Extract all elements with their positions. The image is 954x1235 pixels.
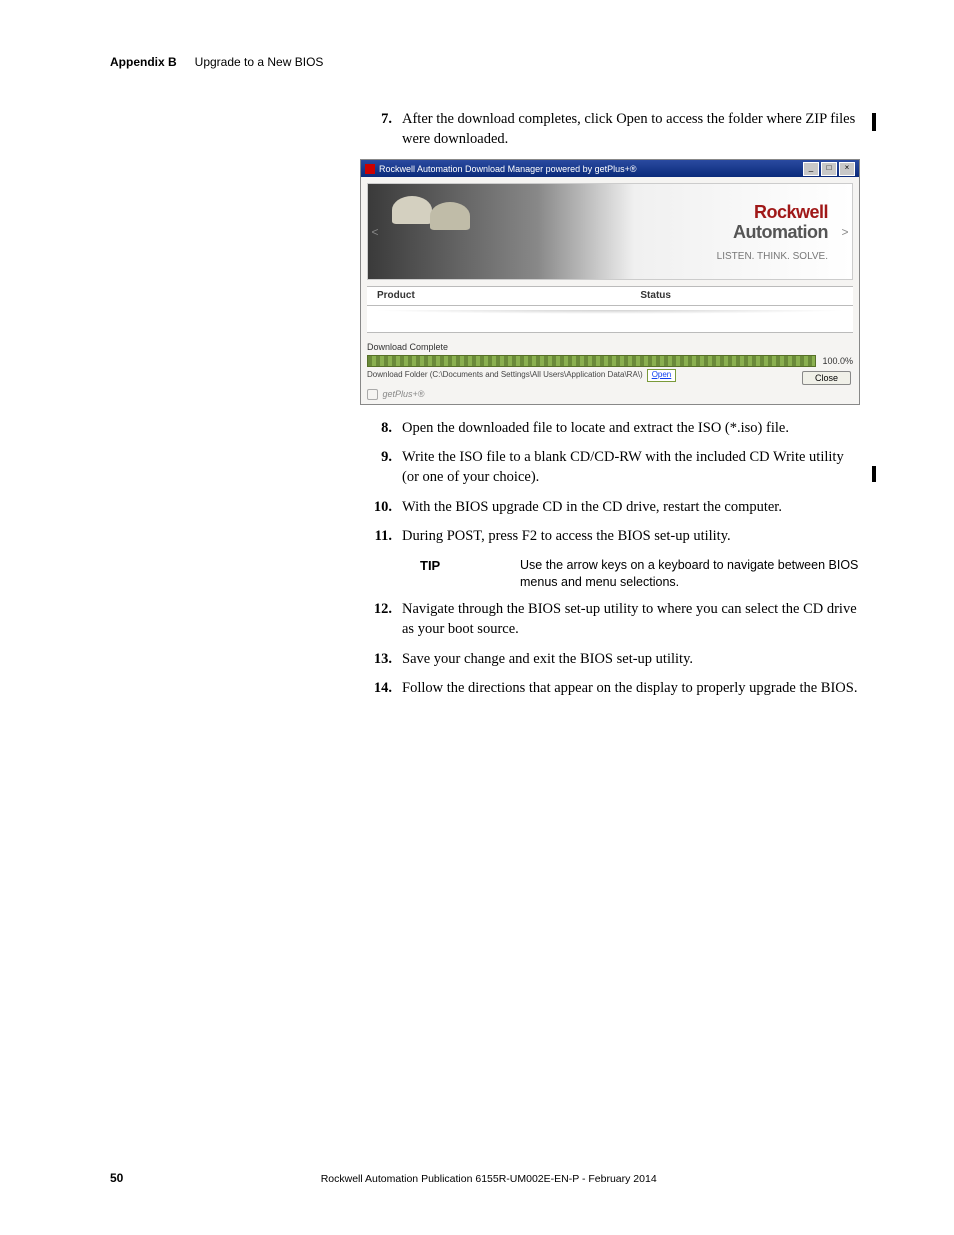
appendix-title: Upgrade to a New BIOS — [195, 55, 324, 69]
step-number: 7. — [360, 110, 402, 149]
prev-arrow-icon[interactable]: < — [368, 224, 382, 240]
tip-label: TIP — [400, 557, 520, 591]
step-9: 9. Write the ISO file to a blank CD/CD-R… — [360, 448, 859, 487]
close-button-row: Close — [802, 371, 851, 386]
page-footer: 50 Rockwell Automation Publication 6155R… — [110, 1171, 854, 1185]
brand-tagline: LISTEN. THINK. SOLVE. — [628, 250, 828, 264]
download-manager-screenshot: Rockwell Automation Download Manager pow… — [360, 159, 860, 405]
getplus-label: getPlus+® — [383, 389, 425, 399]
minimize-button[interactable]: _ — [803, 162, 819, 176]
list-header: Product Status — [367, 286, 853, 306]
lock-icon — [367, 389, 378, 400]
dialog-titlebar: Rockwell Automation Download Manager pow… — [361, 160, 859, 177]
app-icon — [365, 164, 375, 174]
dialog-title: Rockwell Automation Download Manager pow… — [379, 163, 637, 175]
step-number: 8. — [360, 419, 402, 439]
col-status: Status — [640, 289, 843, 303]
step-text: Write the ISO file to a blank CD/CD-RW w… — [402, 448, 859, 487]
progress-row: 100.0% — [367, 355, 853, 367]
brand-line2: Automation — [628, 220, 828, 244]
main-content: 7. After the download completes, click O… — [360, 110, 859, 709]
step-number: 11. — [360, 527, 402, 547]
step-text: Follow the directions that appear on the… — [402, 679, 859, 699]
next-arrow-icon[interactable]: > — [838, 224, 852, 240]
publication-info: Rockwell Automation Publication 6155R-UM… — [123, 1173, 854, 1185]
step-number: 13. — [360, 650, 402, 670]
brand-logo: Rockwell Automation LISTEN. THINK. SOLVE… — [628, 200, 838, 264]
progress-percent: 100.0% — [822, 355, 853, 367]
list-area — [367, 306, 853, 333]
download-complete-label: Download Complete — [367, 341, 853, 353]
step-14: 14. Follow the directions that appear on… — [360, 679, 859, 699]
step-text: With the BIOS upgrade CD in the CD drive… — [402, 498, 859, 518]
tip-body: Use the arrow keys on a keyboard to navi… — [520, 557, 859, 591]
changebar — [872, 466, 876, 482]
step-7: 7. After the download completes, click O… — [360, 110, 859, 149]
appendix-label: Appendix B — [110, 55, 177, 69]
step-text: After the download completes, click Open… — [402, 110, 859, 149]
download-status-row: Download Complete — [367, 341, 853, 353]
page-header: Appendix B Upgrade to a New BIOS — [110, 55, 854, 69]
changebar — [872, 113, 876, 131]
step-text: Save your change and exit the BIOS set-u… — [402, 650, 859, 670]
download-path: Download Folder (C:\Documents and Settin… — [367, 370, 643, 381]
step-text: Open the downloaded file to locate and e… — [402, 419, 859, 439]
step-number: 14. — [360, 679, 402, 699]
dialog-window: Rockwell Automation Download Manager pow… — [360, 159, 860, 405]
step-11: 11. During POST, press F2 to access the … — [360, 527, 859, 547]
open-link[interactable]: Open — [647, 369, 677, 382]
getplus-branding: getPlus+® — [367, 388, 853, 400]
banner: < Rockwell Automation LISTEN. THINK. SOL… — [367, 183, 853, 280]
page-number: 50 — [110, 1171, 123, 1185]
tip-block: TIP Use the arrow keys on a keyboard to … — [400, 557, 859, 591]
maximize-button[interactable]: □ — [821, 162, 837, 176]
close-window-button[interactable]: × — [839, 162, 855, 176]
close-button[interactable]: Close — [802, 371, 851, 385]
download-path-row: Download Folder (C:\Documents and Settin… — [367, 369, 853, 382]
step-12: 12. Navigate through the BIOS set-up uti… — [360, 600, 859, 639]
step-text: Navigate through the BIOS set-up utility… — [402, 600, 859, 639]
step-8: 8. Open the downloaded file to locate an… — [360, 419, 859, 439]
step-number: 9. — [360, 448, 402, 487]
step-13: 13. Save your change and exit the BIOS s… — [360, 650, 859, 670]
progress-bar — [367, 355, 816, 367]
step-10: 10. With the BIOS upgrade CD in the CD d… — [360, 498, 859, 518]
col-product: Product — [377, 289, 640, 303]
step-number: 10. — [360, 498, 402, 518]
step-text: During POST, press F2 to access the BIOS… — [402, 527, 859, 547]
step-number: 12. — [360, 600, 402, 639]
banner-image — [382, 184, 628, 279]
